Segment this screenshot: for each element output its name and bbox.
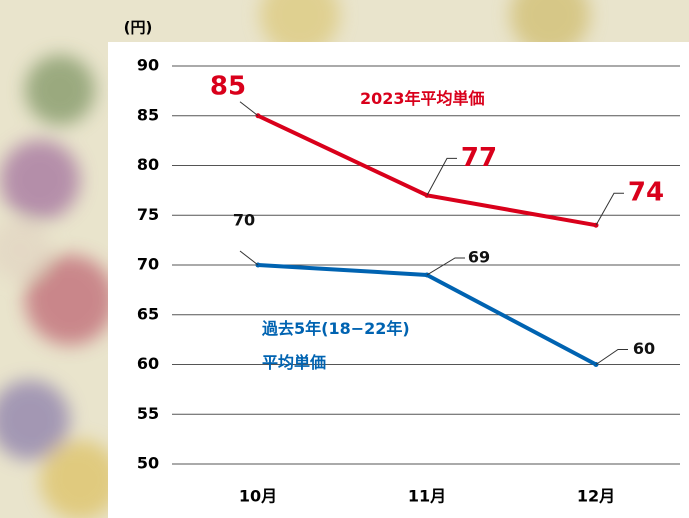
leader-line: [426, 157, 457, 196]
data-label: 69: [468, 247, 490, 266]
x-tick-label: 11月: [408, 487, 446, 506]
data-label: 70: [233, 211, 255, 230]
y-tick-label: 60: [137, 354, 159, 373]
x-tick-label: 10月: [239, 487, 277, 506]
y-tick-label: 65: [137, 304, 159, 323]
data-label: 74: [628, 178, 664, 208]
data-label: 60: [633, 339, 655, 358]
y-tick-label: 75: [137, 205, 159, 224]
y-tick-label: 85: [137, 105, 159, 124]
y-tick-label: 90: [137, 56, 159, 75]
y-tick-label: 70: [137, 255, 159, 274]
y-tick-label: 80: [137, 155, 159, 174]
leader-line: [595, 192, 624, 226]
series-label: 過去5年(18−22年) 平均単価: [262, 319, 410, 372]
y-unit: (円): [124, 19, 153, 37]
y-tick-label: 50: [137, 454, 159, 473]
plot-background: [108, 42, 689, 518]
leader-line: [239, 101, 259, 117]
x-tick-label: 12月: [577, 487, 615, 506]
leader-line: [239, 250, 259, 266]
series-label: 2023年平均単価: [360, 89, 485, 108]
data-label: 85: [210, 71, 246, 101]
data-label: 77: [461, 143, 497, 173]
leader-line: [426, 257, 465, 276]
y-tick-label: 55: [137, 404, 159, 423]
background-photo: [0, 0, 590, 518]
leader-line: [595, 349, 628, 365]
